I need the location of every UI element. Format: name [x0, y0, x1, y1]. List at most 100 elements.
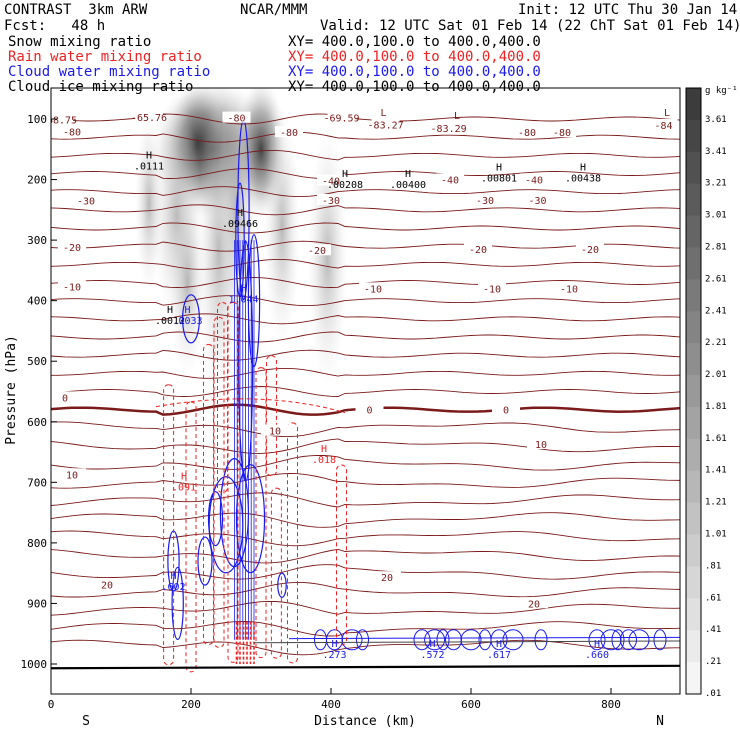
label-bg — [93, 578, 121, 590]
isotherm-line — [51, 386, 680, 397]
extremum-value: .00801 — [481, 173, 517, 184]
colorbar-swatch — [686, 438, 701, 472]
colorbar-label: 1.41 — [705, 466, 727, 476]
max-marker: H — [594, 639, 600, 650]
valid-time: Valid: 12 UTC Sat 01 Feb 14 (22 ChT Sat … — [320, 18, 740, 34]
colorbar-swatch — [686, 88, 701, 121]
isotherm-label: -80 — [553, 128, 571, 139]
colorbar-swatch — [686, 279, 701, 312]
isotherm-label: -10 — [63, 283, 81, 294]
y-axis: 100 200 300 400 500 600 700 800 900 1000 — [21, 113, 57, 671]
isotherm-line — [51, 367, 680, 379]
cloud-water-contour — [356, 629, 369, 651]
colorbar-label: 2.61 — [705, 274, 727, 284]
isotherm-line — [51, 621, 680, 637]
label-bg — [548, 126, 576, 138]
label-bg — [51, 391, 79, 403]
cloud-water-contour — [620, 629, 637, 651]
x-tick-label: 800 — [601, 698, 621, 711]
isotherm-label: -68.75 — [41, 115, 77, 126]
label-bg — [523, 193, 552, 205]
isotherm-label: -20 — [308, 246, 326, 257]
isotherm-line — [51, 548, 680, 564]
isotherm-label: -40 — [525, 175, 543, 186]
extremum-value: .602 — [161, 582, 185, 593]
colorbar-label: 3.21 — [705, 179, 727, 189]
label-bg — [355, 403, 384, 415]
y-tick-label: 900 — [27, 597, 47, 610]
colorbar-label: 1.61 — [705, 434, 727, 444]
colorbar-frame — [685, 87, 702, 695]
isotherm-label: 20 — [101, 580, 113, 591]
right-end-label: N — [656, 714, 664, 729]
isotherm-label: -80 — [280, 128, 298, 139]
plot-frame — [50, 87, 681, 695]
isotherm-label: 10 — [66, 470, 78, 481]
colorbar-swatch — [686, 470, 701, 504]
isotherm-label: 0 — [62, 393, 68, 404]
label-bg — [371, 118, 400, 130]
label-bg — [58, 125, 86, 137]
cloud-water-contour — [600, 629, 622, 651]
max-marker: H — [580, 162, 586, 173]
label-bg — [261, 424, 289, 436]
snow-shade-blob — [135, 113, 163, 294]
isotherm-label: -65.76 — [131, 113, 167, 124]
colorbar-label: .81 — [705, 561, 721, 571]
colorbar-label: 3.61 — [705, 115, 727, 125]
isotherm-line — [51, 295, 680, 307]
rain-water-contour — [163, 384, 175, 666]
label-bg — [527, 438, 555, 449]
colorbar-label: 2.41 — [705, 306, 727, 316]
max-marker: H — [167, 305, 173, 316]
cloud-water-contour — [207, 491, 224, 547]
y-tick-label: 100 — [27, 113, 47, 126]
snow-shade-blob — [307, 128, 348, 389]
colorbar-unit: g kg⁻¹ — [705, 86, 738, 96]
label-bg — [222, 111, 251, 123]
min-marker: L — [454, 111, 460, 122]
cloud-water-contour — [611, 629, 625, 651]
label-bg — [317, 174, 345, 186]
y-tick-label: 400 — [27, 295, 47, 308]
isotherm-line — [51, 564, 680, 580]
colorbar-label: .61 — [705, 593, 721, 603]
rain-water-contour — [266, 355, 277, 477]
terrain-line — [51, 640, 680, 670]
isotherm-label: -30 — [77, 197, 95, 208]
isotherm-line — [51, 168, 680, 179]
isotherm-label: -80 — [518, 128, 536, 139]
cloud-water-contour — [341, 629, 363, 651]
isotherm-label: -30 — [322, 196, 340, 207]
colorbar-swatch — [686, 343, 701, 376]
max-marker: H — [237, 208, 243, 219]
max-marker: H — [496, 162, 502, 173]
contour-labels: -68.75 -65.76 -69.59 -83.27 -83.29 -84 -80 -80 -… — [41, 108, 678, 661]
isotherm-line — [51, 492, 680, 508]
isotherm-label: 10 — [535, 440, 547, 451]
y-axis-title: Pressure (hPa) — [4, 335, 19, 445]
snow-shade-blob — [169, 187, 206, 378]
isotherm-line — [51, 512, 680, 528]
extremum-value: .00438 — [565, 173, 601, 184]
extremum-value: .660 — [585, 650, 609, 661]
rain-water-contour — [255, 367, 267, 659]
label-bg — [58, 241, 86, 253]
isotherm-line — [51, 473, 680, 489]
isotherm-label: -40 — [322, 177, 340, 188]
isotherm-label: -10 — [364, 284, 382, 295]
extremum-value: 1.044 — [228, 295, 258, 306]
forecast-hour: Fcst: 48 h — [4, 18, 106, 34]
cloud-water-contour — [235, 464, 266, 574]
extremum-value: .0012 — [155, 316, 185, 327]
rain-water-contour — [217, 302, 228, 494]
isotherm-label: -30 — [528, 196, 546, 207]
isotherm-label: -83.27 — [368, 120, 404, 131]
isotherm-line — [51, 186, 680, 198]
rain-water-contour — [287, 422, 298, 664]
isotherm-label: -20 — [469, 245, 487, 256]
colorbar-swatch — [686, 183, 701, 217]
field-snow-name: Snow mixing ratio — [8, 34, 152, 50]
boundary-layer-line — [253, 640, 680, 644]
isotherm-label: -83.29 — [431, 124, 467, 135]
